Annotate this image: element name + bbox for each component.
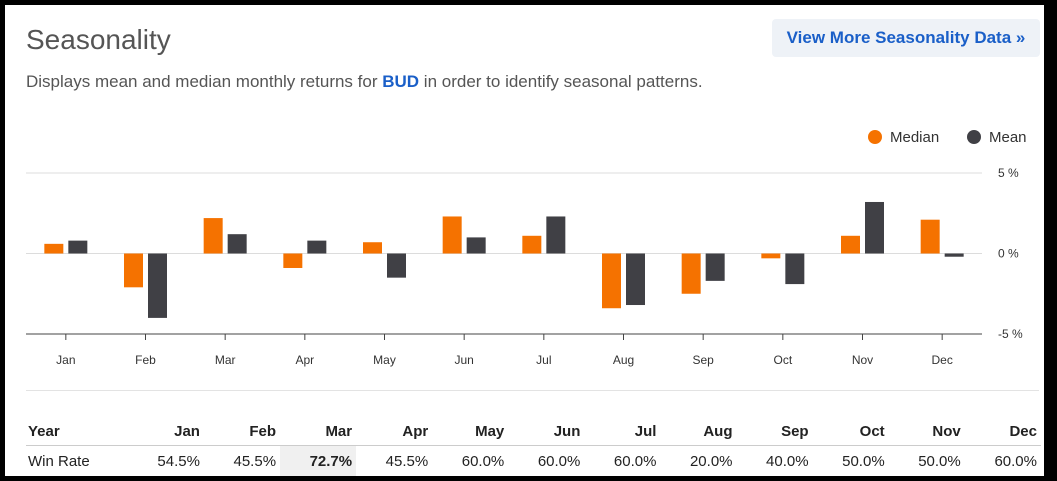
y-tick-label: -5 % — [998, 327, 1023, 341]
median-bar — [124, 253, 143, 288]
win-rate-cell: 60.0% — [537, 452, 581, 470]
month-column-header: Jun — [508, 417, 585, 446]
mean-bar — [387, 253, 406, 278]
seasonality-chart: 5 % 0 % -5 % Jan Feb Mar Apr May Jun Jul Aug Sep Oct… — [26, 129, 1027, 367]
month-column-header: Jan — [127, 417, 204, 446]
x-tick-label: Jul — [536, 353, 551, 367]
x-tick-label: Dec — [931, 353, 952, 367]
legend-median-marker — [868, 130, 882, 144]
legend-mean-label: Mean — [989, 129, 1027, 146]
win-rate-header-row: Year Jan Feb Mar Apr May Jun Jul Aug Sep Oct Nov Dec — [26, 417, 1041, 446]
win-rate-cell: 60.0% — [994, 452, 1037, 470]
win-rate-cell: 60.0% — [461, 452, 505, 470]
mean-bar — [466, 237, 486, 254]
median-bar — [681, 253, 701, 294]
view-more-seasonality-button[interactable]: View More Seasonality Data » — [772, 19, 1040, 57]
month-column-header: Aug — [660, 417, 737, 446]
win-rate-cell: 72.7% — [280, 445, 357, 476]
x-tick-label: Nov — [852, 353, 873, 367]
median-bar — [283, 253, 303, 268]
win-rate-cell: 60.0% — [613, 452, 657, 470]
x-tick-label: Oct — [773, 353, 792, 367]
median-bar — [841, 235, 860, 254]
month-column-header: Oct — [812, 417, 889, 446]
mean-bar — [785, 253, 805, 285]
month-column-header: Jul — [584, 417, 661, 446]
month-column-header: Feb — [203, 417, 281, 446]
legend-median-label: Median — [890, 129, 939, 146]
mean-bar — [626, 253, 645, 306]
section-description: Displays mean and median monthly returns… — [26, 72, 703, 92]
median-bar — [920, 219, 940, 254]
win-rate-cell: 45.5% — [385, 452, 429, 470]
win-rate-cell: 50.0% — [842, 452, 885, 470]
section-title: Seasonality — [26, 24, 171, 55]
x-tick-label: Feb — [135, 353, 156, 367]
median-bar — [522, 235, 542, 254]
month-column-header: Apr — [356, 417, 433, 446]
win-rate-cell: 40.0% — [766, 452, 809, 470]
win-rate-cell: 45.5% — [233, 452, 277, 470]
month-column-header: Dec — [964, 417, 1041, 446]
mean-bar — [307, 240, 327, 254]
year-column-header: Year — [26, 417, 128, 446]
y-tick-label: 0 % — [998, 247, 1019, 261]
mean-bar — [944, 253, 964, 257]
median-bar — [44, 243, 64, 254]
win-rate-cell: 54.5% — [157, 452, 200, 470]
median-bar — [442, 216, 462, 254]
mean-bar — [865, 201, 884, 254]
median-bar — [363, 242, 382, 254]
median-bar — [602, 253, 621, 309]
win-rate-row: Win Rate 54.5% 45.5% 72.7% 45.5% 60.0% 60.0% 60… — [26, 445, 1041, 476]
seasonality-panel: Seasonality View More Seasonality Data »… — [5, 5, 1044, 476]
mean-bar — [68, 240, 88, 254]
divider — [26, 390, 1039, 391]
median-bar — [203, 218, 223, 254]
x-tick-label: Aug — [613, 353, 634, 367]
win-rate-table: Year Jan Feb Mar Apr May Jun Jul Aug Sep Oct Nov Dec… — [26, 417, 1041, 476]
win-rate-cell: 50.0% — [918, 452, 961, 470]
mean-bar — [705, 253, 725, 281]
x-tick-label: Jan — [56, 353, 75, 367]
x-tick-label: Mar — [215, 353, 236, 367]
month-column-header: Nov — [888, 417, 965, 446]
mean-bar — [546, 216, 566, 254]
win-rate-cell: 20.0% — [689, 452, 733, 470]
month-column-header: Sep — [736, 417, 813, 446]
mean-bar — [227, 234, 247, 254]
mean-bar — [148, 253, 167, 318]
x-tick-label: Apr — [295, 353, 314, 367]
description-prefix: Displays mean and median monthly returns… — [26, 72, 383, 91]
x-tick-label: Jun — [454, 353, 473, 367]
win-rate-label: Win Rate — [28, 452, 90, 470]
x-tick-label: May — [373, 353, 396, 367]
month-column-header: May — [432, 417, 509, 446]
ticker-symbol[interactable]: BUD — [382, 72, 420, 91]
x-tick-label: Sep — [692, 353, 714, 367]
description-suffix: in order to identify seasonal patterns. — [419, 72, 703, 91]
y-tick-label: 5 % — [998, 166, 1019, 180]
median-bar — [761, 253, 781, 259]
legend-mean-marker — [967, 130, 981, 144]
month-column-header: Mar — [280, 417, 357, 446]
